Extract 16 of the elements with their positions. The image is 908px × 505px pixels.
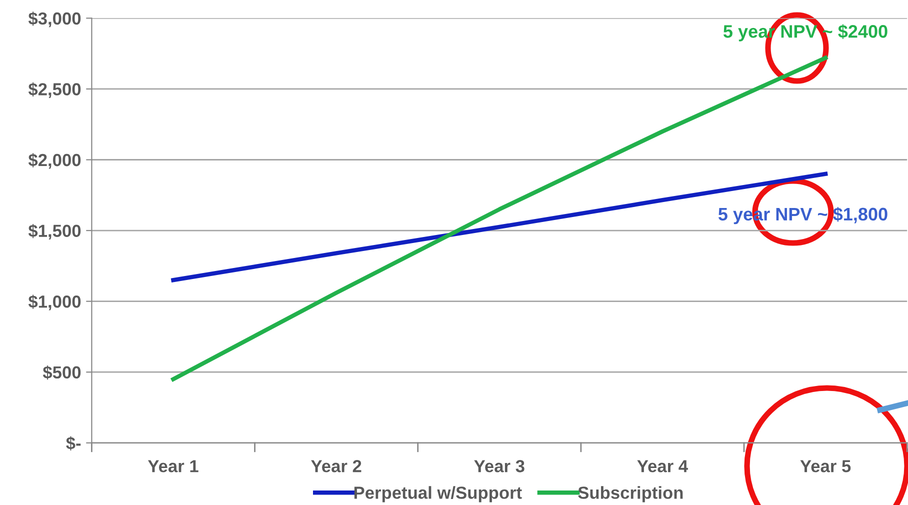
line-series [171,172,828,282]
x-tick-label: Year 3 [474,460,524,472]
x-tick-label: Year 5 [800,460,851,472]
y-tick-label: $1,500 [28,224,81,240]
legend-label: Perpetual w/Support [354,486,522,502]
y-tick-label: $2,500 [28,82,81,98]
y-tick-label: $- [66,436,81,450]
y-tick-label: $2,000 [28,153,81,169]
y-tick-label: $500 [42,366,81,380]
x-tick-label: Year 1 [148,460,198,472]
x-tick-label: Year 4 [637,460,688,472]
legend-label: Subscription [578,486,683,502]
y-tick-label: $1,000 [28,294,81,310]
x-tick-label: Year 2 [311,460,362,472]
line-series [171,56,828,382]
y-tick-label: $3,000 [28,12,81,28]
